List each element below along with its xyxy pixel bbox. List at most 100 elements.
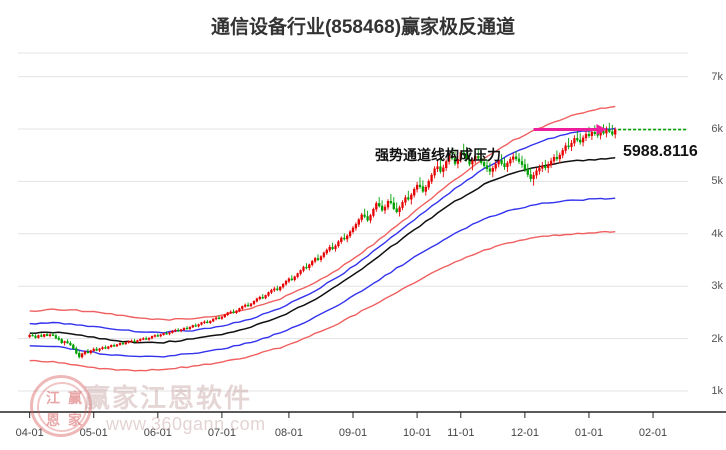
candle-body [258, 296, 261, 300]
candle-body [567, 145, 570, 148]
candle-body [544, 165, 547, 169]
candle-body [480, 158, 483, 163]
candle-body [150, 336, 154, 339]
y-axis-tick-3k: 3k [711, 280, 723, 293]
candle-body [386, 201, 390, 208]
candle-body [474, 155, 477, 161]
candle-body [526, 169, 529, 175]
candle-body [561, 150, 564, 156]
candle-body [442, 167, 445, 172]
candle-body [375, 203, 378, 210]
candle-body [162, 333, 165, 335]
candle-body [267, 292, 270, 296]
candle-body [494, 163, 497, 169]
candle-body [503, 163, 506, 167]
candle-body [410, 194, 413, 200]
candle-body [255, 298, 259, 302]
candle-body [514, 156, 518, 160]
candle-body [112, 345, 116, 347]
candle-body [72, 344, 75, 349]
candle-body [101, 347, 104, 350]
candle-body [447, 155, 451, 162]
candle-body [115, 344, 119, 347]
candle-body [587, 133, 591, 137]
annotation-label: 强势通道线构成压力 [375, 147, 501, 163]
candle-body [392, 202, 395, 209]
candle-body [296, 273, 299, 277]
x-axis-tick-06-01: 06-01 [143, 427, 172, 439]
candle-body [206, 321, 209, 324]
x-axis-tick-02-01: 02-01 [638, 427, 668, 439]
candle-body [284, 280, 288, 285]
candle-body [130, 340, 133, 343]
seal-glyph: 恩 [46, 412, 60, 428]
candle-body [404, 197, 407, 203]
candle-body [450, 155, 454, 159]
candle-body [579, 139, 582, 143]
candle-body [413, 189, 416, 196]
candle-body [398, 207, 401, 213]
annotation-arrow-head [596, 124, 607, 136]
candle-body [576, 138, 579, 141]
candle-body [217, 317, 221, 320]
candle-body [584, 133, 588, 139]
candle-body [194, 325, 197, 327]
candle-body [302, 266, 305, 271]
candle-body [611, 131, 614, 135]
x-axis-tick-10-01: 10-01 [403, 427, 432, 439]
candle-body [421, 186, 425, 192]
candle-body [380, 205, 384, 211]
candle-body [69, 342, 72, 346]
candle-body [98, 348, 101, 351]
candle-body [491, 168, 494, 172]
candle-body [281, 283, 285, 288]
candle-body [512, 156, 515, 160]
candle-body [558, 154, 561, 160]
candle-body [325, 249, 328, 254]
candle-body [517, 158, 521, 162]
x-axis-tick-05-01: 05-01 [79, 427, 108, 439]
candle-body [471, 160, 474, 165]
candle-body [549, 160, 553, 165]
candle-body [407, 197, 410, 200]
candle-body [547, 164, 550, 168]
candle-body [241, 306, 244, 309]
candle-body [60, 339, 63, 344]
candle-body [456, 159, 460, 164]
candle-body [57, 337, 60, 340]
candle-body [497, 160, 500, 165]
candle-body [343, 237, 346, 240]
watermark-seal-icon: 江赢恩家 [30, 375, 92, 437]
candle-body [37, 335, 40, 338]
candle-body [331, 246, 334, 250]
candle-body [34, 335, 37, 338]
candle-body [270, 289, 273, 293]
candle-body [104, 347, 107, 349]
candle-body [351, 227, 355, 232]
candle-body [92, 348, 95, 351]
band-upper-inner [29, 127, 616, 334]
candle-body [570, 142, 573, 148]
candle-body [264, 295, 267, 299]
candle-body [159, 334, 162, 337]
candle-body [590, 131, 594, 137]
candle-body [276, 288, 279, 291]
candle-body [445, 161, 448, 169]
y-axis-tick-2k: 2k [711, 332, 723, 345]
candle-body [360, 214, 363, 220]
candle-body [133, 340, 136, 343]
candle-body [142, 338, 145, 340]
page-title: 通信设备行业(858468)赢家极反通道 [210, 17, 516, 38]
candle-body [427, 181, 430, 188]
candle-body [28, 334, 31, 338]
candle-body [337, 241, 340, 247]
candle-body [40, 335, 43, 337]
x-axis-tick-07-01: 07-01 [207, 427, 236, 439]
candle-body [418, 184, 422, 187]
candle-body [415, 184, 419, 190]
x-axis-tick-01-01: 01-01 [574, 427, 604, 439]
candle-body [322, 252, 326, 257]
candle-body [48, 334, 52, 336]
candle-body [468, 159, 471, 165]
candle-body [209, 320, 212, 323]
